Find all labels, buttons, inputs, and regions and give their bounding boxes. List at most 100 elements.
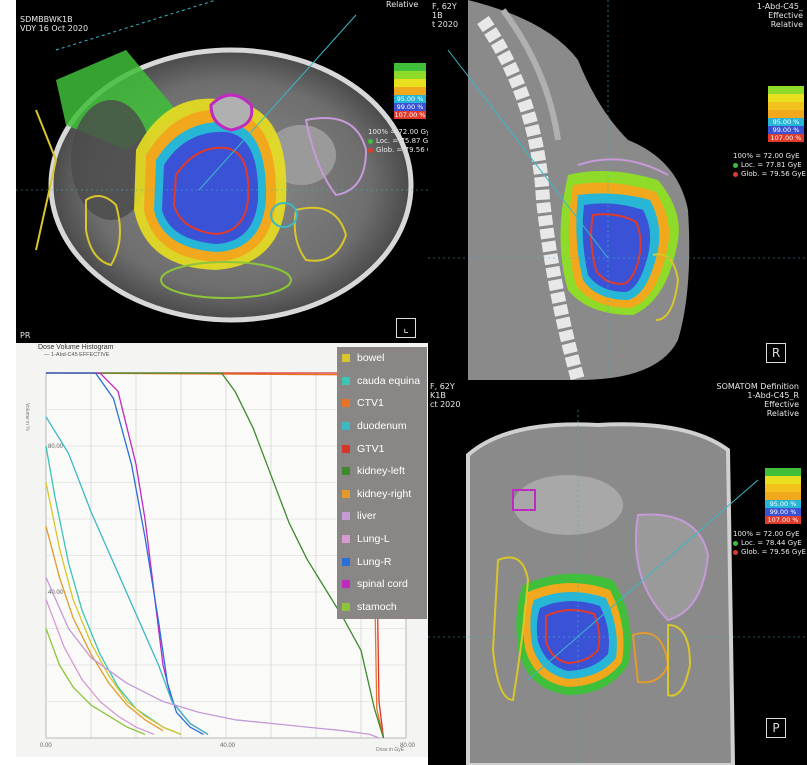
coronal-dose-legend: 95.00 % 99.00 % 107.00 % bbox=[765, 468, 801, 524]
roi-legend-item[interactable]: liver bbox=[337, 505, 427, 528]
roi-color-swatch bbox=[342, 535, 350, 544]
roi-color-swatch bbox=[342, 557, 350, 566]
dose-level-swatch bbox=[394, 79, 426, 87]
axial-ct-image bbox=[16, 0, 428, 323]
dose-100-line: 100% = 72.00 GyE bbox=[733, 530, 800, 538]
roi-label: cauda equina bbox=[357, 374, 421, 387]
sagittal-dose-summary: 100% = 72.00 GyE Loc. = 77.81 GyE Glob. … bbox=[733, 152, 806, 179]
dose-level-swatch: 99.00 % bbox=[394, 103, 426, 111]
roi-label: CTV1 bbox=[357, 397, 384, 410]
dvh-x-tick-label: 0.00 bbox=[40, 743, 52, 749]
sagittal-plan-info: 1-Abd-C45_ Effective Relative bbox=[756, 2, 803, 29]
coronal-view-button[interactable]: P bbox=[766, 718, 786, 738]
dvh-series-duodenum bbox=[45, 416, 209, 735]
axial-orientation-label: PR bbox=[20, 331, 31, 340]
sagittal-dose-legend: 95.00 % 99.00 % 107.00 % bbox=[768, 86, 804, 142]
dose-100-line: 100% = 72.00 GyE bbox=[368, 128, 428, 136]
roi-legend-item[interactable]: CTV1 bbox=[337, 392, 427, 415]
roi-color-swatch bbox=[342, 444, 350, 453]
dvh-title: Dose Volume Histogram bbox=[38, 344, 114, 351]
dose-level-swatch: 107.00 % bbox=[765, 516, 801, 524]
axial-dose-summary: 100% = 72.00 GyE Loc. = 75.87 GyE Glob. … bbox=[368, 128, 428, 155]
roi-label: GTV1 bbox=[357, 442, 385, 455]
roi-legend-item[interactable]: GTV1 bbox=[337, 437, 427, 460]
dvh-series-kidney-right bbox=[45, 526, 164, 732]
dvh-series-stamoch bbox=[45, 628, 146, 736]
dose-local-line: Loc. = 78.44 GyE bbox=[733, 539, 806, 548]
dvh-x-tick-label: 40.00 bbox=[220, 743, 236, 749]
roi-color-swatch bbox=[342, 422, 350, 431]
coronal-patient-info: F, 62Y K1B ct 2020 bbox=[430, 382, 461, 409]
dose-local-line: Loc. = 75.87 GyE bbox=[368, 137, 428, 146]
dvh-y-tick-label: 40.00 bbox=[48, 590, 64, 596]
dose-level-swatch bbox=[765, 492, 801, 500]
dose-level-swatch: 95.00 % bbox=[765, 500, 801, 508]
roi-legend-item[interactable]: Lung-R bbox=[337, 550, 427, 573]
dose-global-line: Glob. = 79.56 GyE bbox=[368, 146, 428, 155]
dose-level-swatch bbox=[768, 86, 804, 94]
roi-label: Lung-R bbox=[357, 555, 392, 568]
roi-legend: bowel cauda equina CTV1 duodenum GTV1 kidney-… bbox=[337, 347, 427, 619]
roi-color-swatch bbox=[342, 580, 350, 589]
roi-legend-item[interactable]: duodenum bbox=[337, 415, 427, 438]
roi-label: kidney-left bbox=[357, 465, 405, 478]
dose-level-swatch bbox=[768, 102, 804, 110]
dose-global-line: Glob. = 79.56 GyE bbox=[733, 548, 806, 557]
dose-level-swatch: 95.00 % bbox=[394, 95, 426, 103]
dvh-series-bowel bbox=[45, 482, 182, 736]
dose-level-swatch bbox=[768, 110, 804, 118]
axial-top-text: Relative bbox=[386, 0, 419, 9]
axial-dose-legend: 95.00 % 99.00 % 107.00 % bbox=[394, 63, 426, 119]
dvh-y-tick-label: 80.00 bbox=[48, 444, 64, 450]
roi-color-swatch bbox=[342, 602, 350, 611]
dose-global-line: Glob. = 79.56 GyE bbox=[733, 170, 806, 179]
dvh-y-axis-label: Volume in % bbox=[24, 403, 30, 431]
dose-local-line: Loc. = 77.81 GyE bbox=[733, 161, 806, 170]
coronal-ct-image bbox=[428, 410, 807, 765]
roi-legend-item[interactable]: kidney-left bbox=[337, 460, 427, 483]
roi-label: stamoch bbox=[357, 600, 397, 613]
dose-level-swatch: 95.00 % bbox=[768, 118, 804, 126]
coronal-dose-summary: 100% = 72.00 GyE Loc. = 78.44 GyE Glob. … bbox=[733, 530, 806, 557]
dvh-x-tick-label: 80.00 bbox=[400, 743, 416, 749]
dose-level-swatch bbox=[765, 484, 801, 492]
roi-label: kidney-right bbox=[357, 487, 412, 500]
dose-level-swatch bbox=[394, 63, 426, 71]
dose-level-swatch bbox=[394, 71, 426, 79]
dose-level-swatch: 99.00 % bbox=[765, 508, 801, 516]
sagittal-view-button[interactable]: R bbox=[766, 343, 786, 363]
dose-level-swatch bbox=[768, 94, 804, 102]
roi-label: Lung-L bbox=[357, 533, 390, 546]
coronal-view[interactable]: F, 62Y K1B ct 2020 SOMATOM Definition 1-… bbox=[428, 380, 807, 765]
dose-level-swatch bbox=[394, 87, 426, 95]
roi-legend-item[interactable]: kidney-right bbox=[337, 483, 427, 506]
dose-100-line: 100% = 72.00 GyE bbox=[733, 152, 800, 160]
dose-level-swatch: 99.00 % bbox=[768, 126, 804, 134]
sagittal-view[interactable]: F, 62Y 1B t 2020 1-Abd-C45_ Effective Re… bbox=[428, 0, 807, 380]
roi-color-swatch bbox=[342, 512, 350, 521]
dvh-series-lung-l bbox=[45, 599, 155, 736]
axial-patient-info: SDMBBWK1B VDY 16 Oct 2020 bbox=[20, 15, 89, 33]
axial-view-toggle[interactable]: ⌞ bbox=[396, 318, 416, 338]
axial-view[interactable]: SDMBBWK1B VDY 16 Oct 2020 Relative PR 95… bbox=[16, 0, 428, 343]
roi-label: liver bbox=[357, 510, 377, 523]
dvh-x-axis-label: Dose in GyE bbox=[376, 747, 405, 753]
dvh-series-liver bbox=[45, 577, 380, 739]
dvh-subtitle: — 1-Abd-C45 EFFECTIVE bbox=[44, 352, 110, 358]
dose-level-swatch bbox=[765, 476, 801, 484]
roi-legend-item[interactable]: spinal cord bbox=[337, 573, 427, 596]
dose-level-swatch: 107.00 % bbox=[768, 134, 804, 142]
roi-color-swatch bbox=[342, 399, 350, 408]
roi-color-swatch bbox=[342, 376, 350, 385]
roi-legend-item[interactable]: Lung-L bbox=[337, 528, 427, 551]
roi-color-swatch bbox=[342, 489, 350, 498]
roi-legend-item[interactable]: bowel bbox=[337, 347, 427, 370]
coronal-plan-info: SOMATOM Definition 1-Abd-C45_R Effective… bbox=[716, 382, 800, 418]
roi-legend-item[interactable]: cauda equina bbox=[337, 370, 427, 393]
sagittal-ct-image bbox=[428, 0, 807, 380]
roi-label: bowel bbox=[357, 352, 385, 365]
roi-legend-item[interactable]: stamoch bbox=[337, 596, 427, 619]
sagittal-patient-info: F, 62Y 1B t 2020 bbox=[432, 2, 459, 29]
roi-color-swatch bbox=[342, 467, 350, 476]
roi-color-swatch bbox=[342, 354, 350, 363]
